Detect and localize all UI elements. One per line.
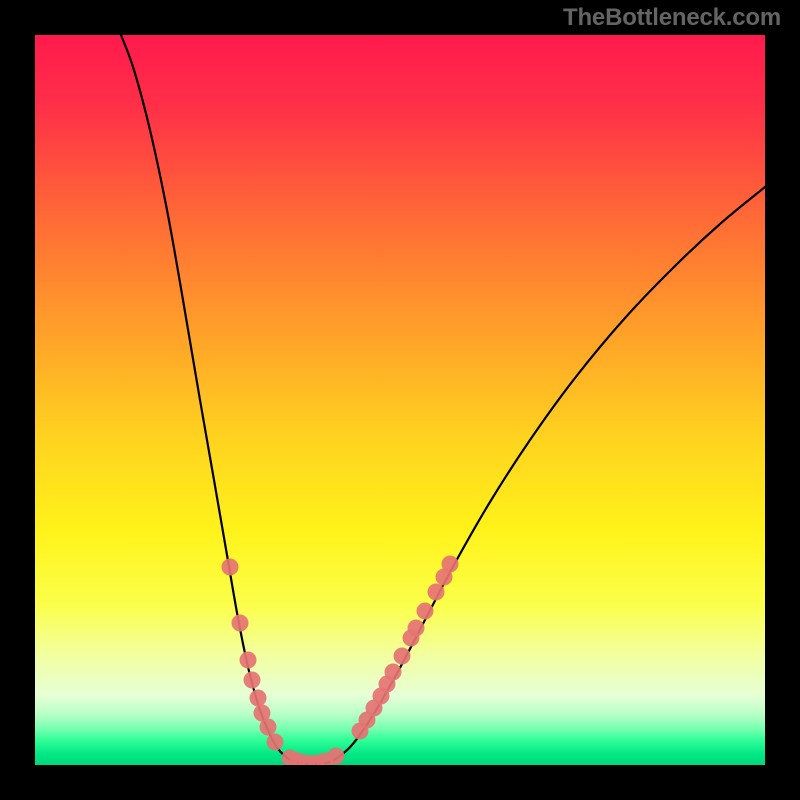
data-marker (328, 748, 345, 765)
data-marker (260, 719, 277, 736)
data-marker (408, 620, 425, 637)
data-marker (394, 648, 411, 665)
data-marker (267, 734, 284, 751)
data-marker (240, 652, 257, 669)
data-marker (442, 556, 459, 573)
data-marker (232, 615, 249, 632)
data-marker (222, 559, 239, 576)
data-marker (385, 664, 402, 681)
chart-svg (0, 0, 800, 800)
watermark-text: TheBottleneck.com (563, 4, 781, 32)
data-marker (417, 603, 434, 620)
data-marker (244, 672, 261, 689)
data-marker (250, 690, 267, 707)
data-marker (428, 584, 445, 601)
chart-root (0, 0, 800, 800)
